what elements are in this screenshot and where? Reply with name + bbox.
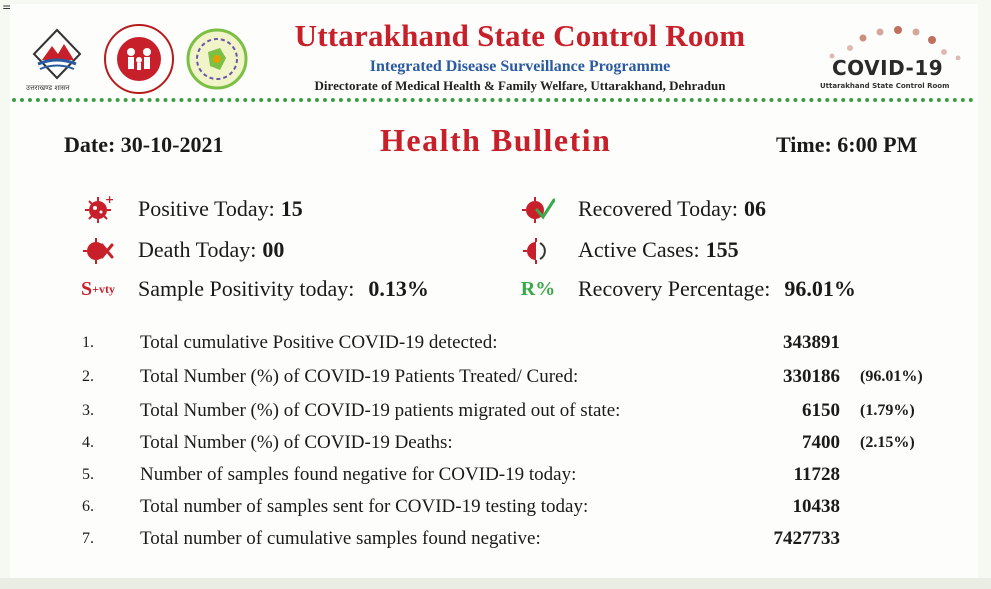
title-block: Uttarakhand State Control Room Integrate… [255, 18, 785, 94]
table-row: 3. Total Number (%) of COVID-19 patients… [10, 398, 978, 426]
recovered-today-value: 06 [743, 196, 766, 221]
footer-strip [0, 578, 991, 589]
logo-row: उत्तराखण्ड शासन [22, 22, 248, 96]
stat-recovered-today: Recovered Today: 06 [518, 194, 766, 224]
row-percentage: (1.79%) [860, 402, 915, 419]
idsp-logo-icon [186, 28, 248, 90]
row-description: Total number of samples sent for COVID-1… [140, 496, 589, 517]
active-cases-value: 155 [705, 237, 739, 262]
row-value: 6150 [802, 400, 840, 421]
directorate-line: Directorate of Medical Health & Family W… [314, 78, 726, 93]
stat-sample-positivity: S +vty Sample Positivity today: 0.13% [78, 274, 429, 304]
row-number: 6. [82, 498, 94, 515]
death-today-value: 00 [262, 237, 285, 262]
table-row: 5. Number of samples found negative for … [10, 462, 978, 490]
row-value: 330186 [783, 366, 840, 387]
row-number: 4. [82, 434, 94, 451]
uttarakhand-logo-caption: उत्तराखण्ड शासन [26, 84, 70, 92]
sample-positivity-icon: S +vty [78, 274, 118, 304]
row-value: 10438 [792, 496, 841, 517]
recovery-percentage-icon: R% [520, 277, 556, 300]
svg-text:+: + [105, 194, 114, 206]
covid-logo-caption: Uttarakhand State Control Room [820, 82, 950, 90]
sample-positivity-icon-letter: S [81, 277, 93, 300]
bulletin-time: Time: 6:00 PM [776, 132, 918, 157]
recovery-percentage-label: Recovery Percentage: [578, 276, 771, 301]
virus-plus-icon: + [78, 194, 118, 224]
table-row: 2. Total Number (%) of COVID-19 Patients… [10, 364, 978, 392]
row-description: Total Number (%) of COVID-19 patients mi… [140, 400, 621, 421]
row-number: 7. [82, 530, 94, 547]
row-number: 3. [82, 402, 94, 419]
stat-active-cases: Active Cases: 155 [518, 235, 739, 265]
header: उत्तराखण्ड शासन [10, 4, 978, 104]
bulletin-title: Health Bulletin [380, 122, 612, 158]
header-divider [12, 98, 974, 102]
row-value: 11728 [793, 464, 840, 485]
covid-logo: COVID-19 Uttarakhand State Control Room [818, 26, 968, 96]
row-description: Total cumulative Positive COVID-19 detec… [140, 332, 498, 353]
sample-positivity-value: 0.13% [368, 276, 429, 301]
covid-dots-icon [829, 26, 961, 61]
sample-positivity-label: Sample Positivity today: [138, 276, 355, 301]
nhm-logo-icon [102, 22, 176, 96]
table-row: 7. Total number of cumulative samples fo… [10, 526, 978, 554]
row-value: 343891 [783, 332, 840, 353]
virus-partial-icon [518, 235, 558, 265]
row-number: 2. [82, 368, 94, 385]
covid-logo-text: COVID-19 [832, 56, 944, 80]
table-row: 1. Total cumulative Positive COVID-19 de… [10, 330, 978, 358]
row-description: Number of samples found negative for COV… [140, 464, 577, 485]
bulletin-page: उत्तराखण्ड शासन [10, 4, 978, 582]
virus-check-icon [518, 194, 558, 224]
positive-today-value: 15 [280, 196, 303, 221]
stat-positive-today: + Positive Today: 15 [78, 194, 303, 224]
table-row: 4. Total Number (%) of COVID-19 Deaths: … [10, 430, 978, 458]
row-percentage: (96.01%) [860, 368, 923, 385]
uttarakhand-emblem-icon: उत्तराखण्ड शासन [22, 24, 92, 94]
bulletin-date: Date: 30-10-2021 [64, 132, 224, 157]
sample-positivity-icon-sup: +vty [92, 281, 115, 296]
recovery-percentage-value: 96.01% [784, 276, 856, 301]
corner-mark: = [2, 0, 13, 14]
row-description: Total Number (%) of COVID-19 Patients Tr… [140, 366, 579, 387]
row-value: 7400 [802, 432, 840, 453]
active-cases-label: Active Cases: [578, 237, 700, 262]
positive-today-label: Positive Today: [138, 196, 275, 221]
stat-recovery-percentage: R% Recovery Percentage: 96.01% [518, 274, 856, 304]
row-value: 7427733 [773, 528, 841, 549]
row-number: 5. [82, 466, 94, 483]
programme-subtitle: Integrated Disease Surveillance Programm… [369, 58, 671, 75]
row-description: Total number of cumulative samples found… [140, 528, 541, 549]
virus-cross-icon [78, 235, 118, 265]
death-today-label: Death Today: [138, 237, 257, 262]
bulletin-row: Date: 30-10-2021 Health Bulletin Time: 6… [10, 120, 978, 160]
row-description: Total Number (%) of COVID-19 Deaths: [140, 432, 453, 453]
stat-death-today: Death Today: 00 [78, 235, 284, 265]
row-percentage: (2.15%) [860, 434, 915, 451]
control-room-title: Uttarakhand State Control Room [294, 18, 746, 53]
row-number: 1. [82, 334, 94, 351]
table-row: 6. Total number of samples sent for COVI… [10, 494, 978, 522]
recovered-today-label: Recovered Today: [578, 196, 738, 221]
